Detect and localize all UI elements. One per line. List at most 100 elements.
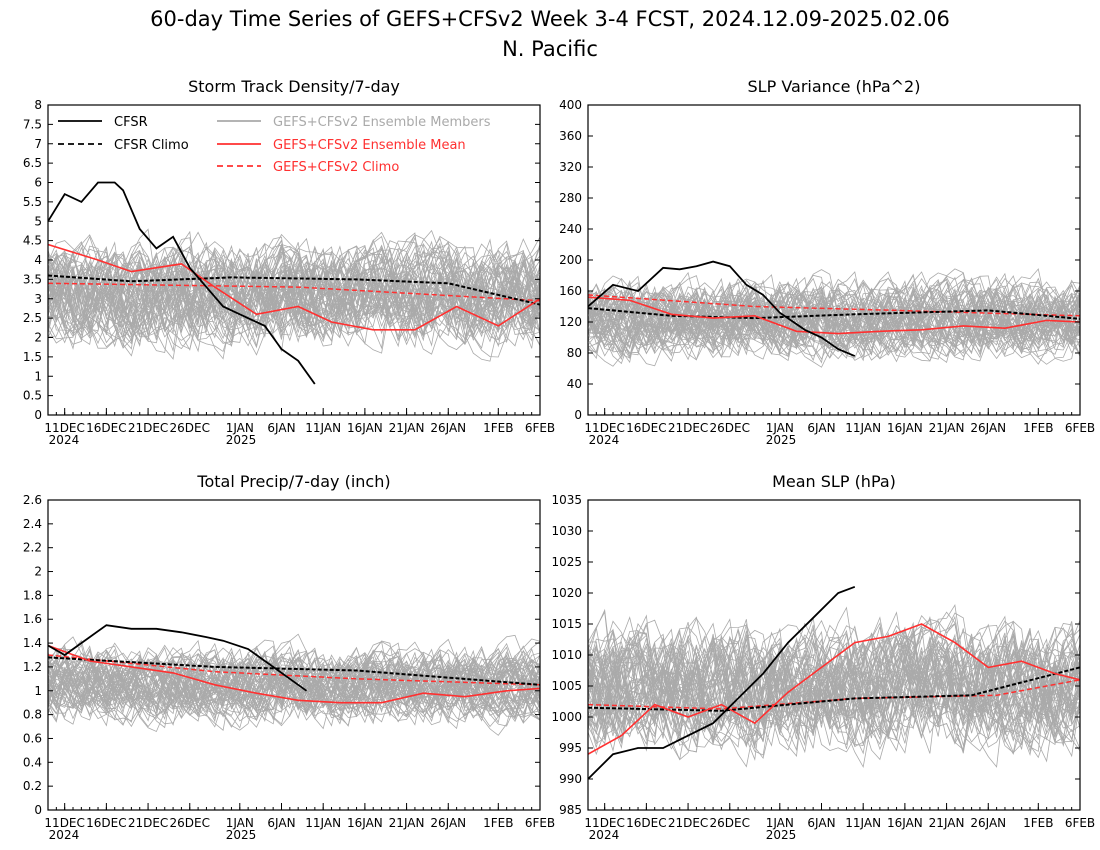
y-tick-label: 6.5 — [23, 156, 42, 170]
ensemble-mean-line — [588, 296, 1080, 335]
y-tick-label: 4 — [34, 253, 42, 267]
legend-label: GEFS+CFSv2 Ensemble Mean — [273, 138, 466, 153]
ensemble-member-line — [588, 638, 1080, 743]
y-tick-label: 280 — [559, 191, 582, 205]
ensemble-member-line — [48, 243, 540, 342]
x-tick-label: 1JAN — [766, 816, 794, 830]
y-tick-label: 120 — [559, 315, 582, 329]
x-tick-label: 26DEC — [710, 816, 750, 830]
x-tick-label: 16DEC — [86, 816, 126, 830]
panel-title: SLP Variance (hPa^2) — [748, 77, 921, 96]
ensemble-member-line — [48, 644, 540, 726]
ensemble-member-line — [588, 285, 1080, 359]
y-tick-label: 0 — [574, 408, 582, 422]
panel-3: Total Precip/7-day (inch)00.20.40.60.811… — [23, 472, 555, 842]
gefs-climo-line — [48, 654, 540, 686]
ensemble-members — [48, 228, 540, 362]
x-tick-label: 1FEB — [1023, 421, 1053, 435]
x-tick-label: 26DEC — [710, 421, 750, 435]
x-tick-label: 1FEB — [1023, 816, 1053, 830]
x-tick-label: 6JAN — [807, 816, 835, 830]
y-tick-label: 160 — [559, 284, 582, 298]
y-tick-label: 80 — [567, 346, 582, 360]
y-tick-label: 3 — [34, 292, 42, 306]
ensemble-member-line — [588, 630, 1080, 761]
y-tick-label: 200 — [559, 253, 582, 267]
y-tick-label: 1 — [34, 684, 42, 698]
ensemble-member-line — [588, 281, 1080, 356]
plot-frame — [587, 104, 1081, 416]
panel-title: Mean SLP (hPa) — [772, 472, 896, 491]
y-tick-label: 1 — [34, 369, 42, 383]
x-tick-label: 11JAN — [305, 816, 341, 830]
ensemble-member-line — [48, 245, 540, 338]
y-tick-label: 0.2 — [23, 779, 42, 793]
cfsr-climo-line — [48, 274, 540, 306]
y-tick-label: 2 — [34, 565, 42, 579]
y-tick-label: 3.5 — [23, 272, 42, 286]
y-tick-label: 5.5 — [23, 195, 42, 209]
x-tick-label: 1FEB — [483, 816, 513, 830]
ensemble-member-line — [588, 272, 1080, 358]
y-tick-label: 1000 — [551, 710, 582, 724]
x-tick-label: 11DEC — [44, 816, 84, 830]
y-tick-label: 1025 — [551, 555, 582, 569]
x-tick-label: 6FEB — [1065, 421, 1095, 435]
legend: CFSR CFSR Climo GEFS+CFSv2 Ensemble Member… — [58, 115, 491, 175]
y-tick-label: 40 — [567, 377, 582, 391]
x-tick-label: 16JAN — [347, 816, 383, 830]
ensemble-members — [48, 633, 540, 736]
x-tick-label: 1JAN — [766, 421, 794, 435]
x-tick-label: 11DEC — [584, 816, 624, 830]
x-year-label: 2024 — [49, 433, 80, 447]
x-tick-label: 11JAN — [845, 421, 881, 435]
ensemble-member-line — [588, 627, 1080, 757]
x-tick-label: 16JAN — [887, 421, 923, 435]
ensemble-member-line — [48, 242, 540, 335]
ensemble-member-line — [588, 296, 1080, 368]
y-tick-label: 1.5 — [23, 350, 42, 364]
plot-area — [588, 585, 1080, 780]
ensemble-member-line — [48, 249, 540, 344]
gefs-climo-line — [48, 282, 540, 302]
ensemble-member-line — [48, 235, 540, 344]
ensemble-member-line — [48, 234, 540, 349]
x-tick-label: 6FEB — [525, 421, 555, 435]
x-tick-label: 1JAN — [226, 421, 254, 435]
ensemble-member-line — [588, 628, 1080, 745]
cfsr-climo-line — [48, 656, 540, 686]
y-tick-label: 1.8 — [23, 588, 42, 602]
y-tick-label: 0.4 — [23, 755, 42, 769]
ensemble-member-line — [588, 271, 1080, 350]
y-tick-label: 2.4 — [23, 517, 42, 531]
x-tick-label: 21DEC — [668, 421, 708, 435]
figure-title: 60-day Time Series of GEFS+CFSv2 Week 3-… — [150, 7, 950, 31]
x-tick-label: 11DEC — [584, 421, 624, 435]
y-tick-label: 360 — [559, 129, 582, 143]
y-tick-label: 985 — [559, 803, 582, 817]
ensemble-member-line — [588, 271, 1080, 345]
y-tick-label: 0 — [34, 408, 42, 422]
y-tick-label: 1.4 — [23, 636, 42, 650]
ensemble-member-line — [48, 649, 540, 731]
panel-title: Total Precip/7-day (inch) — [196, 472, 390, 491]
x-tick-label: 26DEC — [170, 816, 210, 830]
cfsr-line — [48, 181, 316, 385]
ensemble-member-line — [588, 606, 1080, 750]
ensemble-mean-line — [48, 243, 540, 331]
x-tick-label: 1FEB — [483, 421, 513, 435]
x-year-label: 2025 — [226, 433, 257, 447]
ensemble-member-line — [48, 648, 540, 717]
legend-label: GEFS+CFSv2 Climo — [273, 160, 399, 175]
ensemble-mean-line — [48, 644, 540, 704]
x-year-label: 2025 — [226, 828, 257, 842]
y-tick-label: 0.8 — [23, 708, 42, 722]
y-tick-label: 1020 — [551, 586, 582, 600]
x-tick-label: 11JAN — [305, 421, 341, 435]
cfsr-line — [588, 260, 856, 357]
x-tick-label: 16JAN — [347, 421, 383, 435]
x-tick-label: 26JAN — [970, 421, 1006, 435]
ensemble-member-line — [588, 279, 1080, 361]
ensemble-member-line — [48, 647, 540, 729]
